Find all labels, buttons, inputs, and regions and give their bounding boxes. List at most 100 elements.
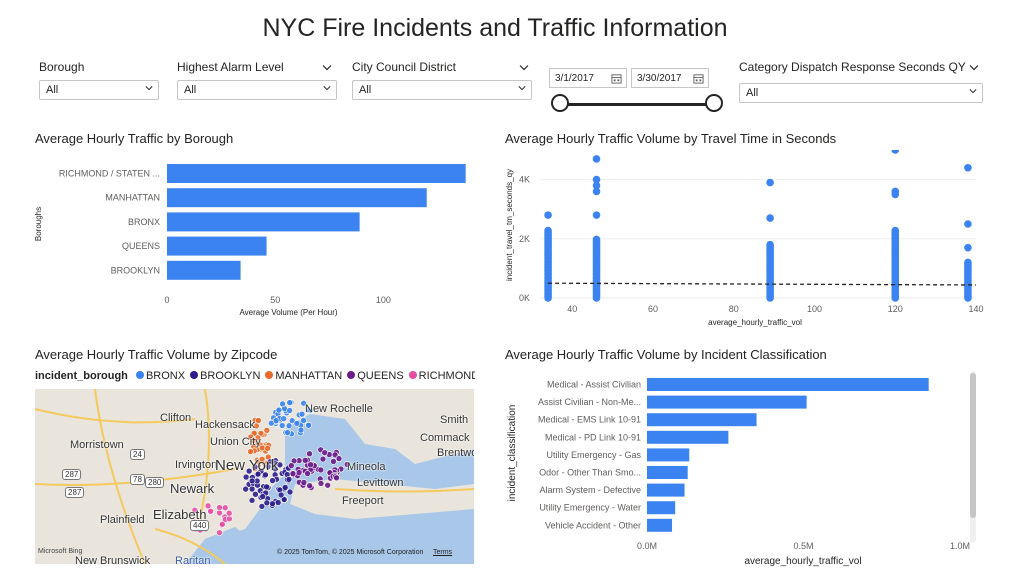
- map-point[interactable]: [269, 500, 276, 507]
- map-point[interactable]: [304, 470, 311, 477]
- map-point[interactable]: [335, 455, 343, 462]
- borough-dropdown[interactable]: All: [39, 80, 159, 100]
- legend-item[interactable]: QUEENS: [347, 370, 404, 382]
- end-date-input[interactable]: 3/30/2017: [631, 68, 709, 88]
- map-point[interactable]: [242, 485, 249, 493]
- map-terms-link[interactable]: Terms: [433, 549, 453, 556]
- map-point[interactable]: [248, 485, 256, 493]
- map-point[interactable]: [245, 467, 253, 475]
- map-point[interactable]: [255, 417, 262, 424]
- data-point[interactable]: [544, 211, 552, 219]
- bar[interactable]: [647, 466, 688, 479]
- map-point[interactable]: [317, 466, 325, 474]
- map-point[interactable]: [301, 456, 309, 464]
- bar[interactable]: [647, 518, 673, 532]
- bar[interactable]: [647, 448, 690, 462]
- data-point[interactable]: [592, 175, 601, 184]
- map-point[interactable]: [285, 422, 293, 430]
- data-point[interactable]: [592, 187, 601, 196]
- map-point[interactable]: [264, 463, 272, 470]
- dispatch-dropdown[interactable]: All: [739, 83, 983, 103]
- bar[interactable]: [647, 378, 929, 391]
- data-point[interactable]: [964, 243, 972, 252]
- map-point[interactable]: [269, 477, 276, 484]
- map-point[interactable]: [333, 474, 340, 482]
- map-point[interactable]: [288, 462, 295, 469]
- map-point[interactable]: [254, 470, 262, 478]
- map-point[interactable]: [219, 520, 226, 528]
- calendar-icon[interactable]: [693, 73, 704, 84]
- data-point[interactable]: [891, 150, 900, 154]
- data-point[interactable]: [964, 258, 972, 267]
- zipcode-map[interactable]: Clifton Hackensack New Rochelle Smith Morris…: [35, 389, 474, 564]
- map-point[interactable]: [279, 400, 286, 408]
- map-point[interactable]: [293, 420, 301, 427]
- map-point[interactable]: [286, 488, 294, 496]
- map-point[interactable]: [204, 502, 212, 510]
- map-point[interactable]: [258, 455, 266, 463]
- map-point[interactable]: [275, 406, 283, 414]
- map-point[interactable]: [262, 471, 269, 479]
- bar[interactable]: [647, 483, 685, 497]
- data-point[interactable]: [592, 181, 601, 190]
- calendar-icon[interactable]: [611, 73, 622, 84]
- map-point[interactable]: [221, 504, 229, 512]
- map-point[interactable]: [295, 469, 303, 476]
- map-point[interactable]: [263, 499, 271, 507]
- map-point[interactable]: [343, 461, 351, 468]
- map-point[interactable]: [330, 458, 337, 465]
- legend-item[interactable]: BROOKLYN: [190, 370, 260, 382]
- map-point[interactable]: [216, 504, 223, 511]
- map-point[interactable]: [248, 497, 256, 504]
- map-point[interactable]: [251, 463, 259, 471]
- map-point[interactable]: [264, 444, 271, 452]
- map-point[interactable]: [305, 422, 312, 429]
- map-point[interactable]: [226, 515, 233, 523]
- alarm-expand-chevron-icon[interactable]: [322, 64, 332, 71]
- borough-bar-chart[interactable]: RICHMOND / STATEN ... MANHATTAN BRONX QUEEN…: [30, 152, 480, 322]
- map-point[interactable]: [252, 422, 260, 430]
- map-point[interactable]: [298, 410, 306, 418]
- bar[interactable]: [647, 430, 729, 444]
- map-point[interactable]: [276, 461, 284, 469]
- map-point[interactable]: [257, 429, 265, 437]
- map-point[interactable]: [285, 476, 293, 483]
- bar[interactable]: [167, 260, 241, 280]
- map-point[interactable]: [280, 415, 288, 422]
- classification-bar-chart[interactable]: Medical - Assist Civilian Assist Civilian…: [500, 368, 990, 568]
- bar[interactable]: [167, 164, 466, 183]
- bar[interactable]: [167, 212, 360, 232]
- map-point[interactable]: [300, 479, 308, 486]
- date-range-end-handle[interactable]: [705, 94, 723, 112]
- map-point[interactable]: [263, 483, 270, 491]
- map-point[interactable]: [306, 482, 313, 490]
- bar[interactable]: [167, 188, 427, 208]
- data-point[interactable]: [964, 163, 972, 172]
- map-point[interactable]: [247, 448, 254, 455]
- map-point[interactable]: [306, 450, 313, 458]
- map-point[interactable]: [307, 461, 314, 469]
- map-point[interactable]: [284, 429, 291, 436]
- travel-time-scatter-chart[interactable]: 0K 2K 4K 40 60 80 100 120 140 average_hourly_traf…: [500, 150, 990, 330]
- map-point[interactable]: [259, 493, 267, 500]
- bar[interactable]: [647, 501, 676, 515]
- council-dropdown[interactable]: All: [352, 80, 532, 100]
- council-expand-chevron-icon[interactable]: [519, 64, 529, 71]
- map-point[interactable]: [317, 480, 325, 487]
- data-point[interactable]: [592, 155, 601, 163]
- data-point[interactable]: [766, 240, 774, 249]
- map-point[interactable]: [331, 451, 339, 459]
- map-point[interactable]: [281, 484, 289, 491]
- legend-item[interactable]: MANHATTAN: [265, 370, 342, 382]
- dispatch-expand-chevron-icon[interactable]: [969, 64, 979, 71]
- map-point[interactable]: [225, 509, 233, 517]
- map-point[interactable]: [274, 499, 282, 506]
- map-point[interactable]: [286, 399, 294, 406]
- map-point[interactable]: [324, 481, 331, 489]
- map-point[interactable]: [277, 491, 285, 499]
- map-point[interactable]: [191, 506, 199, 514]
- data-point[interactable]: [592, 235, 601, 244]
- map-point[interactable]: [242, 473, 250, 481]
- data-point[interactable]: [891, 226, 900, 235]
- bar[interactable]: [167, 236, 267, 256]
